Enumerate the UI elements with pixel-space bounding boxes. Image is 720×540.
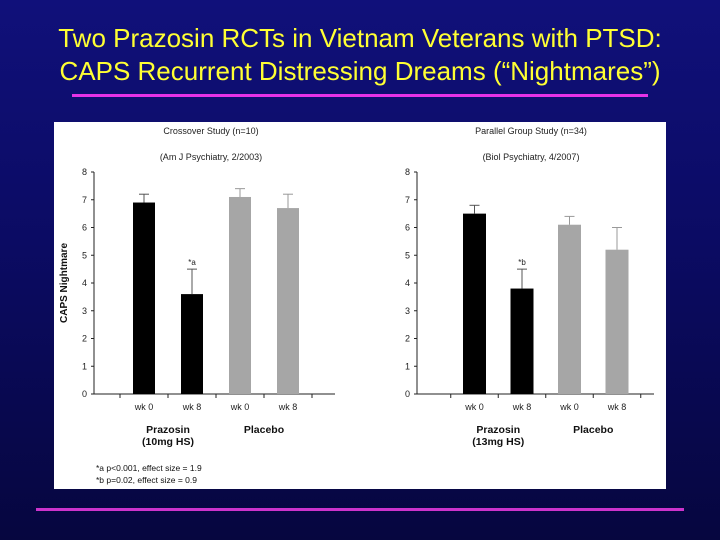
title-underline xyxy=(72,94,648,97)
chart1-x-tick-label: wk 8 xyxy=(182,402,202,412)
chart2-y-tick-label: 8 xyxy=(405,167,410,177)
chart2-y-tick-label: 4 xyxy=(405,278,410,288)
slide-title: Two Prazosin RCTs in Vietnam Veterans wi… xyxy=(0,22,720,88)
chart1-y-tick-label: 2 xyxy=(82,334,87,344)
chart2-significance-annotation: *b xyxy=(518,258,526,267)
chart1-y-tick-label: 7 xyxy=(82,195,87,205)
bottom-divider xyxy=(36,508,684,511)
chart2-x-tick-label: wk 0 xyxy=(464,402,484,412)
chart1-y-tick-label: 4 xyxy=(82,278,87,288)
chart1-y-tick-label: 3 xyxy=(82,306,87,316)
chart1-x-tick-label: wk 0 xyxy=(134,402,154,412)
chart2-title: Parallel Group Study (n=34) xyxy=(475,126,587,136)
chart2-y-tick-label: 1 xyxy=(405,361,410,371)
footnotes: *a p<0.001, effect size = 1.9 *b p=0.02,… xyxy=(96,462,202,486)
chart2-subtitle: (Biol Psychiatry, 4/2007) xyxy=(483,152,580,162)
chart1-subtitle: (Am J Psychiatry, 2/2003) xyxy=(160,152,262,162)
footnote-a: *a p<0.001, effect size = 1.9 xyxy=(96,463,202,473)
chart2-group-label-1: Prazosin xyxy=(476,424,520,436)
chart1-bar xyxy=(277,208,299,394)
chart2-y-tick-label: 2 xyxy=(405,334,410,344)
chart2-bar xyxy=(605,249,629,394)
chart1-significance-annotation: *a xyxy=(188,258,196,267)
chart2-group-label-2: Placebo xyxy=(573,424,613,436)
chart2-y-tick-label: 5 xyxy=(405,250,410,260)
chart2-y-tick-label: 6 xyxy=(405,223,410,233)
chart1-y-tick-label: 0 xyxy=(82,389,87,399)
chart1-x-tick-label: wk 8 xyxy=(278,402,298,412)
chart1-y-axis-label: CAPS Nightmare xyxy=(59,243,70,323)
slide-title-line-1: Two Prazosin RCTs in Vietnam Veterans wi… xyxy=(58,23,662,53)
chart1-bar xyxy=(133,202,155,394)
chart1-y-tick-label: 1 xyxy=(82,361,87,371)
chart1-y-tick-label: 6 xyxy=(82,223,87,233)
chart1-group-sublabel-1: (10mg HS) xyxy=(142,436,194,448)
chart1-bar xyxy=(229,196,251,394)
chart1-title: Crossover Study (n=10) xyxy=(163,126,258,136)
chart2-group-sublabel-1: (13mg HS) xyxy=(472,436,524,448)
chart1-group-label-1: Prazosin xyxy=(146,424,190,436)
chart2-x-tick-label: wk 8 xyxy=(512,402,532,412)
chart1-y-tick-label: 5 xyxy=(82,250,87,260)
bar-charts-svg: Crossover Study (n=10) (Am J Psychiatry, … xyxy=(59,126,654,448)
chart2-x-tick-label: wk 0 xyxy=(559,402,579,412)
chart1-bar xyxy=(181,294,203,394)
footnote-b: *b p=0.02, effect size = 0.9 xyxy=(96,475,197,485)
chart2-bar xyxy=(510,288,534,394)
chart2-y-tick-label: 0 xyxy=(405,389,410,399)
chart2-bar xyxy=(558,224,581,394)
slide-title-line-2: CAPS Recurrent Distressing Dreams (“Nigh… xyxy=(59,56,661,86)
chart1-group-label-2: Placebo xyxy=(244,424,284,436)
chart1-y-tick-label: 8 xyxy=(82,167,87,177)
chart2-y-tick-label: 7 xyxy=(405,195,410,205)
chart1-x-tick-label: wk 0 xyxy=(230,402,250,412)
figure-panel: Crossover Study (n=10) (Am J Psychiatry, … xyxy=(54,122,666,489)
chart2-bar xyxy=(463,213,486,394)
chart2-x-tick-label: wk 8 xyxy=(607,402,627,412)
chart2-y-tick-label: 3 xyxy=(405,306,410,316)
